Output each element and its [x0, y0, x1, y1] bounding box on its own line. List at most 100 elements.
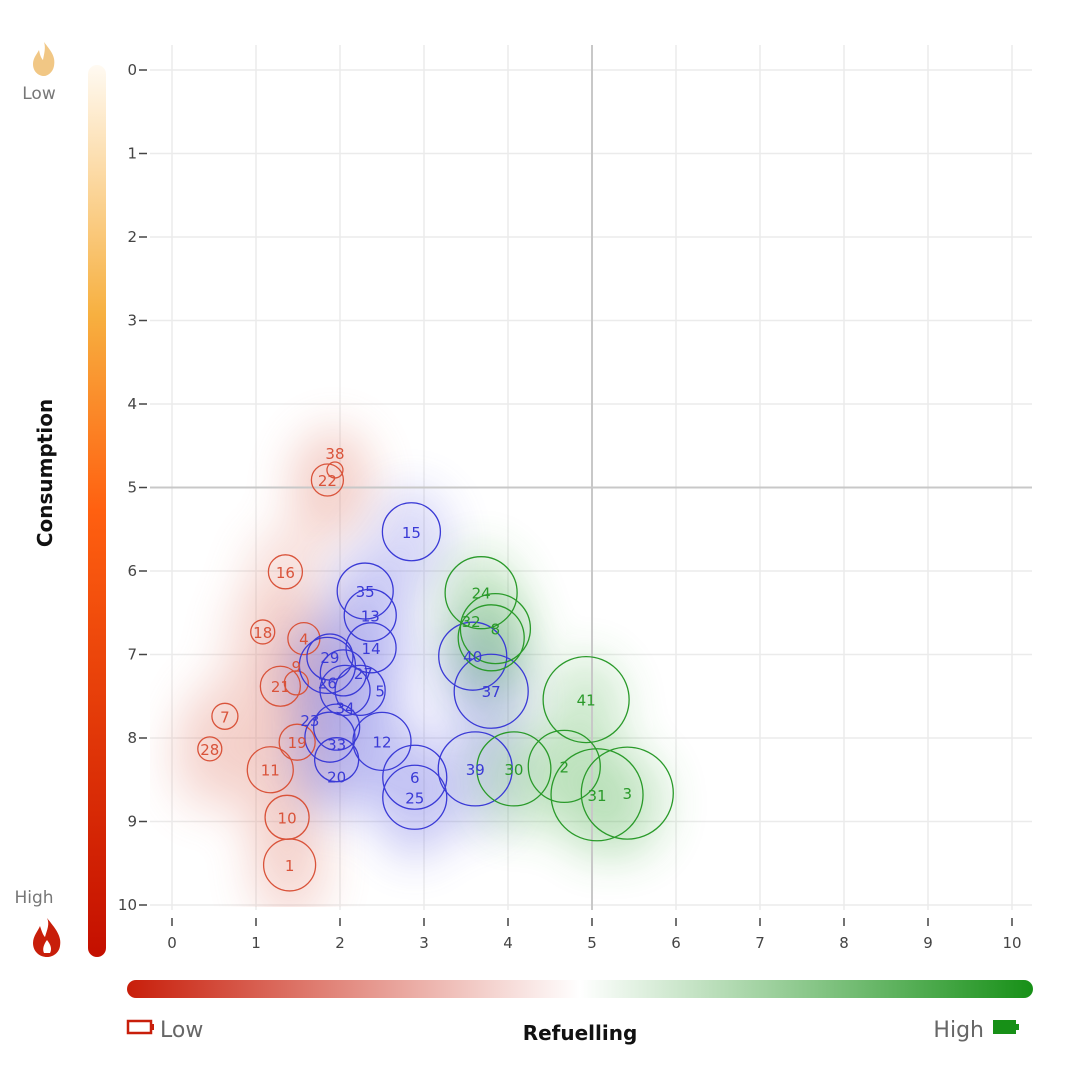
- bubble-label: 37: [482, 683, 501, 701]
- consumption-high-label: High: [14, 888, 53, 908]
- bubble-label: 27: [354, 665, 373, 683]
- bubble-label: 33: [327, 736, 346, 754]
- bubble-marker: [267, 554, 304, 590]
- bubble-label: 40: [463, 648, 482, 666]
- bubble-label: 38: [325, 445, 344, 463]
- bubble-label: 24: [472, 585, 491, 603]
- x-tick-label: 8: [839, 934, 849, 952]
- bubble-marker: [264, 794, 310, 840]
- density-blob: [294, 424, 375, 535]
- bubble-marker: [438, 621, 508, 691]
- density-blob: [245, 526, 326, 637]
- bubble-marker: [336, 562, 394, 620]
- bubble-marker: [345, 622, 397, 674]
- y-tick-label: 9: [127, 813, 137, 831]
- y-tick-label: 1: [127, 145, 137, 163]
- bubble-marker: [542, 655, 630, 744]
- bubble-label: 19: [288, 734, 307, 752]
- bubble-label: 9: [292, 658, 302, 676]
- bubble-label: 30: [504, 761, 523, 779]
- density-blob: [587, 748, 668, 859]
- bubble-marker: [334, 664, 386, 717]
- x-tick-label: 5: [587, 934, 597, 952]
- quadrant-lines: [150, 45, 1032, 910]
- flame-low-icon: [33, 42, 55, 76]
- bubble-label: 28: [200, 741, 219, 759]
- x-tick-label: 0: [167, 934, 177, 952]
- x-axis-title: Refuelling: [523, 1021, 638, 1045]
- bubble-marker: [259, 665, 302, 707]
- flame-high-icon: [33, 918, 61, 957]
- y-tick-label: 3: [127, 312, 137, 330]
- bubble-label: 25: [405, 789, 424, 807]
- bubble-label: 21: [271, 678, 290, 696]
- bubble-marker: [352, 711, 412, 771]
- bubble-label: 11: [261, 762, 280, 780]
- bubble-label: 22: [318, 472, 337, 490]
- bubble-marker: [550, 748, 644, 842]
- bubble-marker: [476, 731, 552, 807]
- bubble-marker: [382, 764, 448, 830]
- refuelling-high-label: High: [933, 1018, 984, 1043]
- x-tick-label: 3: [419, 934, 429, 952]
- bubble-label: 23: [300, 712, 319, 730]
- bubble-label: 3: [623, 785, 633, 803]
- bubble-marker: [197, 736, 223, 762]
- bubble-marker: [246, 746, 294, 794]
- bubble-marker: [382, 744, 448, 810]
- bubble-label: 20: [327, 769, 346, 787]
- bubble-marker: [211, 702, 239, 730]
- bubble-marker: [319, 649, 368, 697]
- x-tick-label: 2: [335, 934, 345, 952]
- y-axis-title: Consumption: [33, 399, 57, 547]
- bubble-marker: [283, 670, 309, 696]
- y-tick-label: 4: [127, 395, 137, 413]
- x-tick-label: 7: [755, 934, 765, 952]
- bubble-marker: [343, 588, 397, 642]
- y-tick-label: 2: [127, 228, 137, 246]
- bubble-marker: [313, 737, 360, 783]
- bubble-marker: [381, 502, 442, 562]
- battery-full-icon: [993, 1020, 1019, 1034]
- y-tick-label: 5: [127, 479, 137, 497]
- bubble-label: 14: [362, 640, 381, 658]
- bubble-label: 41: [577, 692, 596, 710]
- bubble-label: 15: [402, 524, 421, 542]
- y-tick-label: 8: [127, 729, 137, 747]
- y-tick-label: 6: [127, 562, 137, 580]
- bubble-label: 4: [299, 631, 309, 649]
- refuelling-colorbar: [127, 980, 1033, 998]
- bubble-marker: [444, 556, 518, 630]
- bubble-marker: [306, 633, 354, 681]
- bubble-label: 8: [491, 621, 501, 639]
- bubble-marker: [457, 604, 525, 672]
- density-blob: [374, 752, 455, 863]
- y-tick-label: 10: [118, 896, 137, 914]
- bubble-label: 31: [587, 787, 606, 805]
- bubble-marker: [310, 463, 345, 497]
- bubble-label: 32: [462, 613, 481, 631]
- bubble-label: 26: [318, 674, 337, 692]
- x-tick-label: 9: [923, 934, 933, 952]
- bubble-marker: [437, 731, 513, 807]
- density-blob: [451, 592, 532, 703]
- bubble-label: 2: [560, 758, 570, 776]
- bubble-label: 34: [335, 699, 354, 717]
- bubble-label: 12: [372, 733, 391, 751]
- bubble-label: 35: [356, 583, 375, 601]
- bubble-label: 16: [276, 564, 295, 582]
- consumption-colorbar: [88, 65, 106, 957]
- bubble-marker: [304, 711, 356, 763]
- consumption-low-label: Low: [22, 84, 56, 104]
- bubble-marker: [319, 664, 371, 717]
- bubble-label: 6: [410, 769, 420, 787]
- bubble-label: 29: [320, 649, 339, 667]
- bubbles: [197, 461, 674, 892]
- bubble-label: 7: [220, 708, 230, 726]
- bubble-marker: [326, 461, 344, 479]
- bubble-marker: [459, 592, 532, 665]
- bubble-label: 13: [361, 607, 380, 625]
